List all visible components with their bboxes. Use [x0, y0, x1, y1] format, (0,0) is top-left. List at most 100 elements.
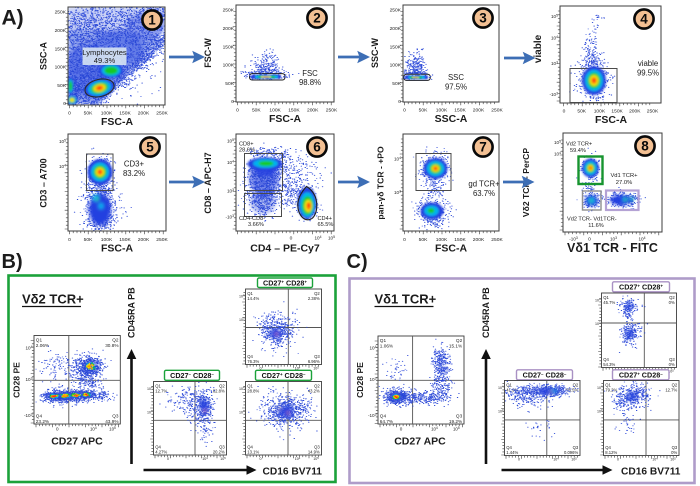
svg-text:104: 104 — [147, 386, 153, 391]
svg-text:CD27 APC: CD27 APC — [51, 436, 103, 448]
svg-text:250K: 250K — [156, 237, 168, 243]
svg-text:0: 0 — [63, 101, 66, 107]
svg-text:4.27%: 4.27% — [155, 450, 167, 455]
svg-text:200K: 200K — [629, 109, 641, 115]
svg-text:CD27 APC: CD27 APC — [394, 436, 446, 448]
svg-text:CD16 BV711: CD16 BV711 — [621, 467, 681, 478]
svg-text:200K: 200K — [390, 26, 402, 32]
svg-text:103: 103 — [369, 376, 376, 382]
svg-text:23.2%: 23.2% — [36, 419, 49, 424]
svg-text:A): A) — [2, 7, 24, 30]
svg-text:13.1%: 13.1% — [247, 450, 259, 455]
svg-text:250K: 250K — [491, 108, 503, 114]
svg-text:41.9%: 41.9% — [506, 388, 518, 393]
svg-text:64.7%: 64.7% — [380, 419, 393, 424]
svg-text:4: 4 — [640, 12, 648, 27]
svg-text:200K: 200K — [307, 108, 319, 114]
svg-text:0: 0 — [236, 108, 239, 114]
svg-text:150K: 150K — [55, 46, 67, 52]
svg-text:104: 104 — [498, 385, 504, 390]
svg-text:50K: 50K — [392, 81, 401, 87]
svg-text:Q1: Q1 — [603, 295, 609, 300]
svg-text:1: 1 — [148, 13, 156, 28]
svg-text:11.6%: 11.6% — [588, 223, 603, 229]
svg-text:CD3 – A700: CD3 – A700 — [39, 158, 49, 207]
svg-text:CD4-CD8-: CD4-CD8- — [239, 216, 265, 222]
svg-text:SSC-W: SSC-W — [370, 37, 380, 68]
svg-text:103: 103 — [239, 317, 245, 322]
svg-text:FSC-A: FSC-A — [595, 114, 627, 126]
svg-text:Q2: Q2 — [573, 383, 579, 388]
svg-text:Q3: Q3 — [456, 414, 463, 419]
svg-text:30.8%: 30.8% — [105, 343, 118, 348]
svg-text:105: 105 — [554, 139, 561, 145]
svg-text:7: 7 — [479, 140, 487, 155]
svg-text:Q4: Q4 — [380, 414, 387, 419]
svg-text:0: 0 — [290, 236, 293, 242]
svg-text:50K: 50K — [252, 108, 261, 114]
svg-text:104: 104 — [295, 456, 301, 461]
svg-text:0%: 0% — [669, 362, 675, 367]
svg-text:50K: 50K — [225, 81, 234, 87]
svg-text:250K: 250K — [491, 237, 503, 243]
svg-text:103: 103 — [597, 408, 603, 413]
svg-text:FSC: FSC — [302, 69, 318, 78]
svg-text:viable: viable — [638, 59, 658, 68]
svg-text:Lymphocytes: Lymphocytes — [82, 48, 127, 57]
svg-text:15.1%: 15.1% — [449, 344, 462, 349]
svg-text:C): C) — [347, 251, 368, 273]
svg-text:CD8+: CD8+ — [239, 142, 253, 148]
svg-text:Vδ1 TCR+: Vδ1 TCR+ — [375, 292, 437, 307]
svg-text:viable: viable — [533, 34, 544, 63]
svg-text:Vd2 TCR- Vd1TCR-: Vd2 TCR- Vd1TCR- — [567, 217, 617, 223]
svg-text:105: 105 — [668, 368, 674, 373]
svg-text:0: 0 — [231, 99, 234, 105]
svg-text:SSC-A: SSC-A — [39, 42, 49, 71]
svg-text:50K: 50K — [577, 109, 586, 115]
svg-text:Q1: Q1 — [36, 338, 43, 343]
svg-text:Q1: Q1 — [380, 338, 387, 343]
svg-text:14.4%: 14.4% — [247, 296, 259, 301]
svg-text:FSC-A: FSC-A — [269, 113, 301, 125]
svg-text:200K: 200K — [138, 237, 150, 243]
svg-text:0: 0 — [400, 427, 403, 432]
svg-text:150K: 150K — [611, 109, 623, 115]
svg-text:Q3: Q3 — [669, 357, 675, 362]
svg-text:0: 0 — [260, 457, 262, 461]
svg-text:B): B) — [2, 251, 23, 273]
svg-text:99.5%: 99.5% — [637, 69, 659, 78]
svg-text:250K: 250K — [223, 8, 235, 14]
svg-text:0: 0 — [56, 427, 59, 432]
svg-text:Vδ2 TCR+: Vδ2 TCR+ — [22, 292, 84, 307]
svg-text:103: 103 — [239, 409, 245, 414]
svg-text:104: 104 — [314, 235, 321, 241]
svg-text:104: 104 — [554, 151, 561, 157]
svg-text:54.3%: 54.3% — [603, 362, 615, 367]
svg-text:Q1: Q1 — [247, 384, 253, 389]
svg-text:104: 104 — [597, 385, 603, 390]
svg-text:CD27+ CD28+: CD27+ CD28+ — [263, 278, 307, 287]
svg-text:12.7%: 12.7% — [665, 388, 677, 393]
svg-text:Q2: Q2 — [314, 384, 320, 389]
svg-text:Q4: Q4 — [155, 445, 161, 450]
svg-text:CD45RA PB: CD45RA PB — [127, 287, 137, 338]
svg-text:105: 105 — [313, 365, 319, 370]
svg-text:0: 0 — [68, 111, 71, 117]
svg-text:49.3%: 49.3% — [94, 56, 116, 65]
svg-text:CD4+: CD4+ — [318, 216, 332, 222]
svg-text:50K: 50K — [57, 83, 66, 89]
svg-text:104: 104 — [202, 456, 208, 461]
svg-text:104: 104 — [551, 35, 558, 41]
svg-text:250K: 250K — [55, 10, 67, 16]
svg-text:105: 105 — [109, 426, 116, 432]
svg-text:2.38%: 2.38% — [308, 296, 320, 301]
svg-text:43.9%: 43.9% — [105, 419, 118, 424]
svg-text:0: 0 — [617, 458, 619, 462]
svg-text:CD28 PE: CD28 PE — [12, 362, 22, 398]
svg-text:2.06%: 2.06% — [36, 343, 49, 348]
svg-text:0: 0 — [167, 457, 169, 461]
svg-text:50K: 50K — [84, 237, 93, 243]
svg-text:104: 104 — [295, 365, 301, 370]
svg-text:103: 103 — [394, 189, 401, 195]
svg-text:105: 105 — [227, 138, 234, 144]
